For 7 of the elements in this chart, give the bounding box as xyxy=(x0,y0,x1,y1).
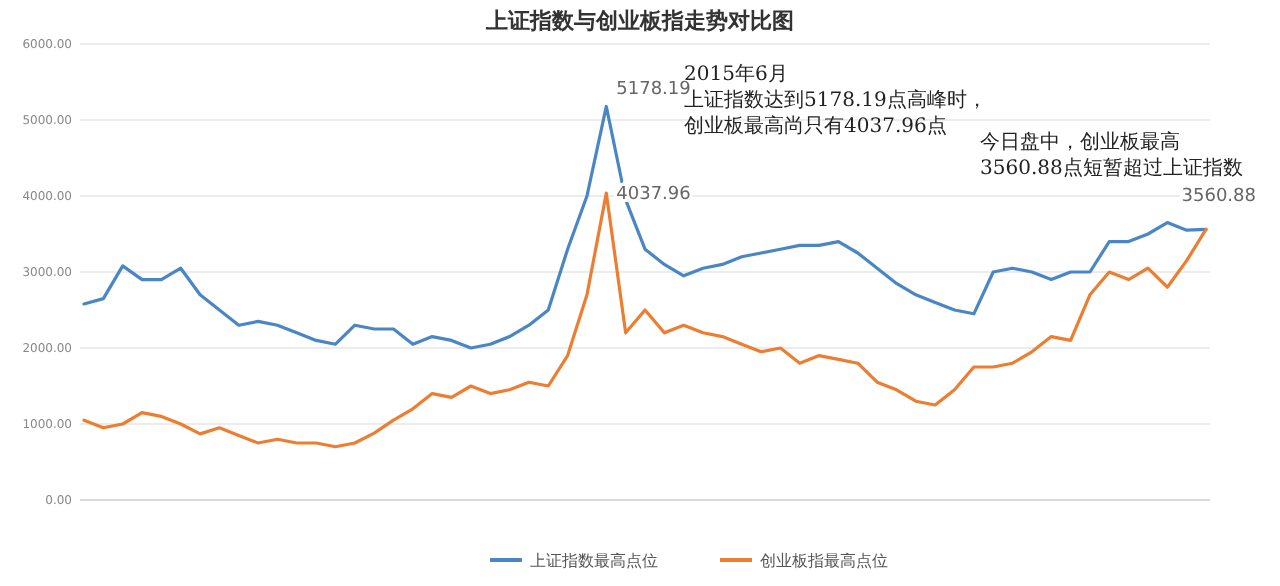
annotation: 3560.88点短暂超过上证指数 xyxy=(980,156,1243,180)
legend-label: 创业板指最高点位 xyxy=(760,552,888,570)
annotation: 今日盘中，创业板最高 xyxy=(980,130,1180,154)
data-label: 3560.88 xyxy=(1181,187,1257,208)
legend-label: 上证指数最高点位 xyxy=(530,552,658,570)
chart-title: 上证指数与创业板指走势对比图 xyxy=(484,8,794,34)
annotation: 创业板最高尚只有4037.96点 xyxy=(684,114,947,138)
